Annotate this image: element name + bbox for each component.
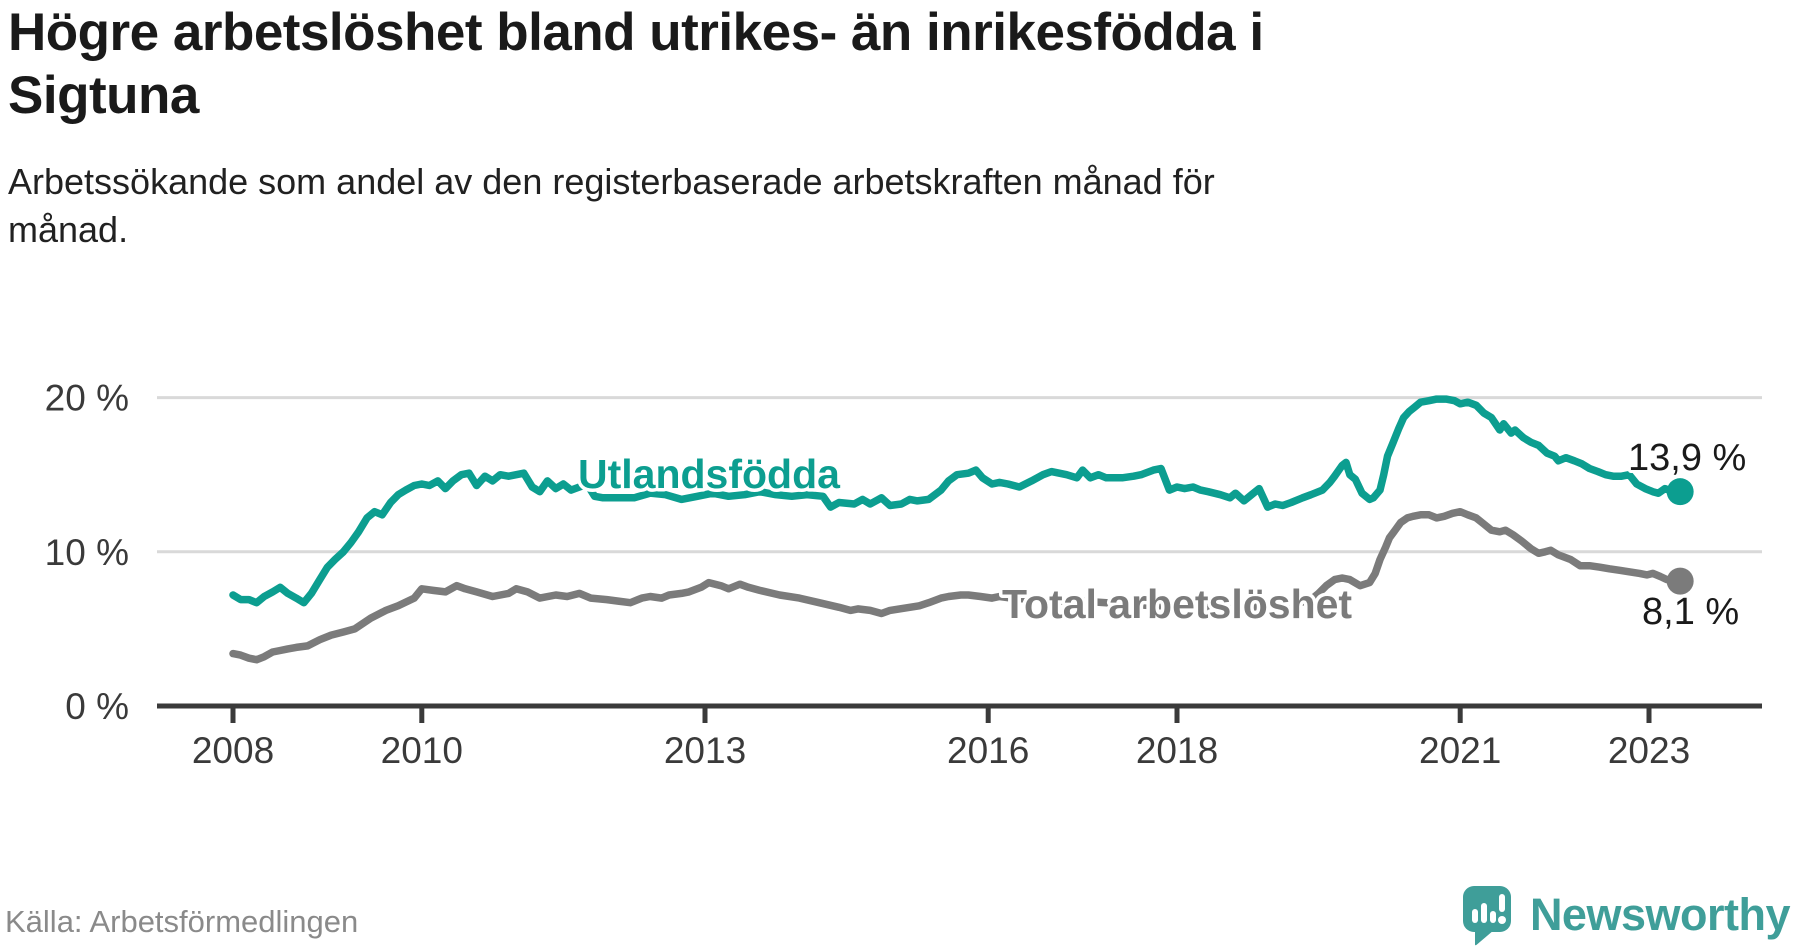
x-tick-label: 2023	[1608, 730, 1690, 771]
x-tick-label: 2021	[1419, 730, 1501, 771]
x-tick-label: 2013	[664, 730, 746, 771]
series-label-utlandsfodda: Utlandsfödda	[578, 451, 841, 497]
page-title: Högre arbetslöshet bland utrikes- än inr…	[8, 2, 1264, 127]
series-end-dot-total	[1666, 567, 1694, 595]
brand-lockup: Newsworthy	[1461, 884, 1791, 946]
y-tick-label: 20 %	[45, 378, 129, 419]
page-title-line-2: Sigtuna	[8, 65, 199, 125]
chart-subtitle-line-1: Arbetssökande som andel av den registerb…	[8, 161, 1215, 202]
x-tick-label: 2010	[381, 730, 463, 771]
chart-subtitle: Arbetssökande som andel av den registerb…	[8, 158, 1215, 254]
chart-subtitle-line-2: månad.	[8, 208, 129, 250]
end-value-label-total: 8,1 %	[1642, 591, 1739, 633]
x-tick-label: 2018	[1136, 730, 1218, 771]
speech-bubble-bar-chart-exclamation-icon	[1461, 884, 1515, 946]
brand-name: Newsworthy	[1529, 889, 1791, 940]
source-attribution: Källa: Arbetsförmedlingen	[5, 904, 359, 939]
series-label-total: Total arbetslöshet	[1002, 581, 1352, 627]
line-chart: 2008 2010 2013 2016 2018 2021 2023 20 % 10 % 0 % U…	[45, 378, 1762, 771]
page-title-line-1: Högre arbetslöshet bland utrikes- än inr…	[8, 3, 1264, 62]
end-value-label-utlandsfodda: 13,9 %	[1628, 437, 1746, 479]
series-line-utlandsfodda	[229, 395, 1684, 607]
x-tick-label: 2008	[192, 730, 274, 771]
y-tick-label: 10 %	[45, 532, 129, 573]
x-tick-label: 2016	[947, 730, 1029, 771]
series-end-dot-utlandsfodda	[1666, 478, 1694, 506]
y-tick-label: 0 %	[65, 686, 129, 727]
series-line-total	[229, 507, 1684, 664]
